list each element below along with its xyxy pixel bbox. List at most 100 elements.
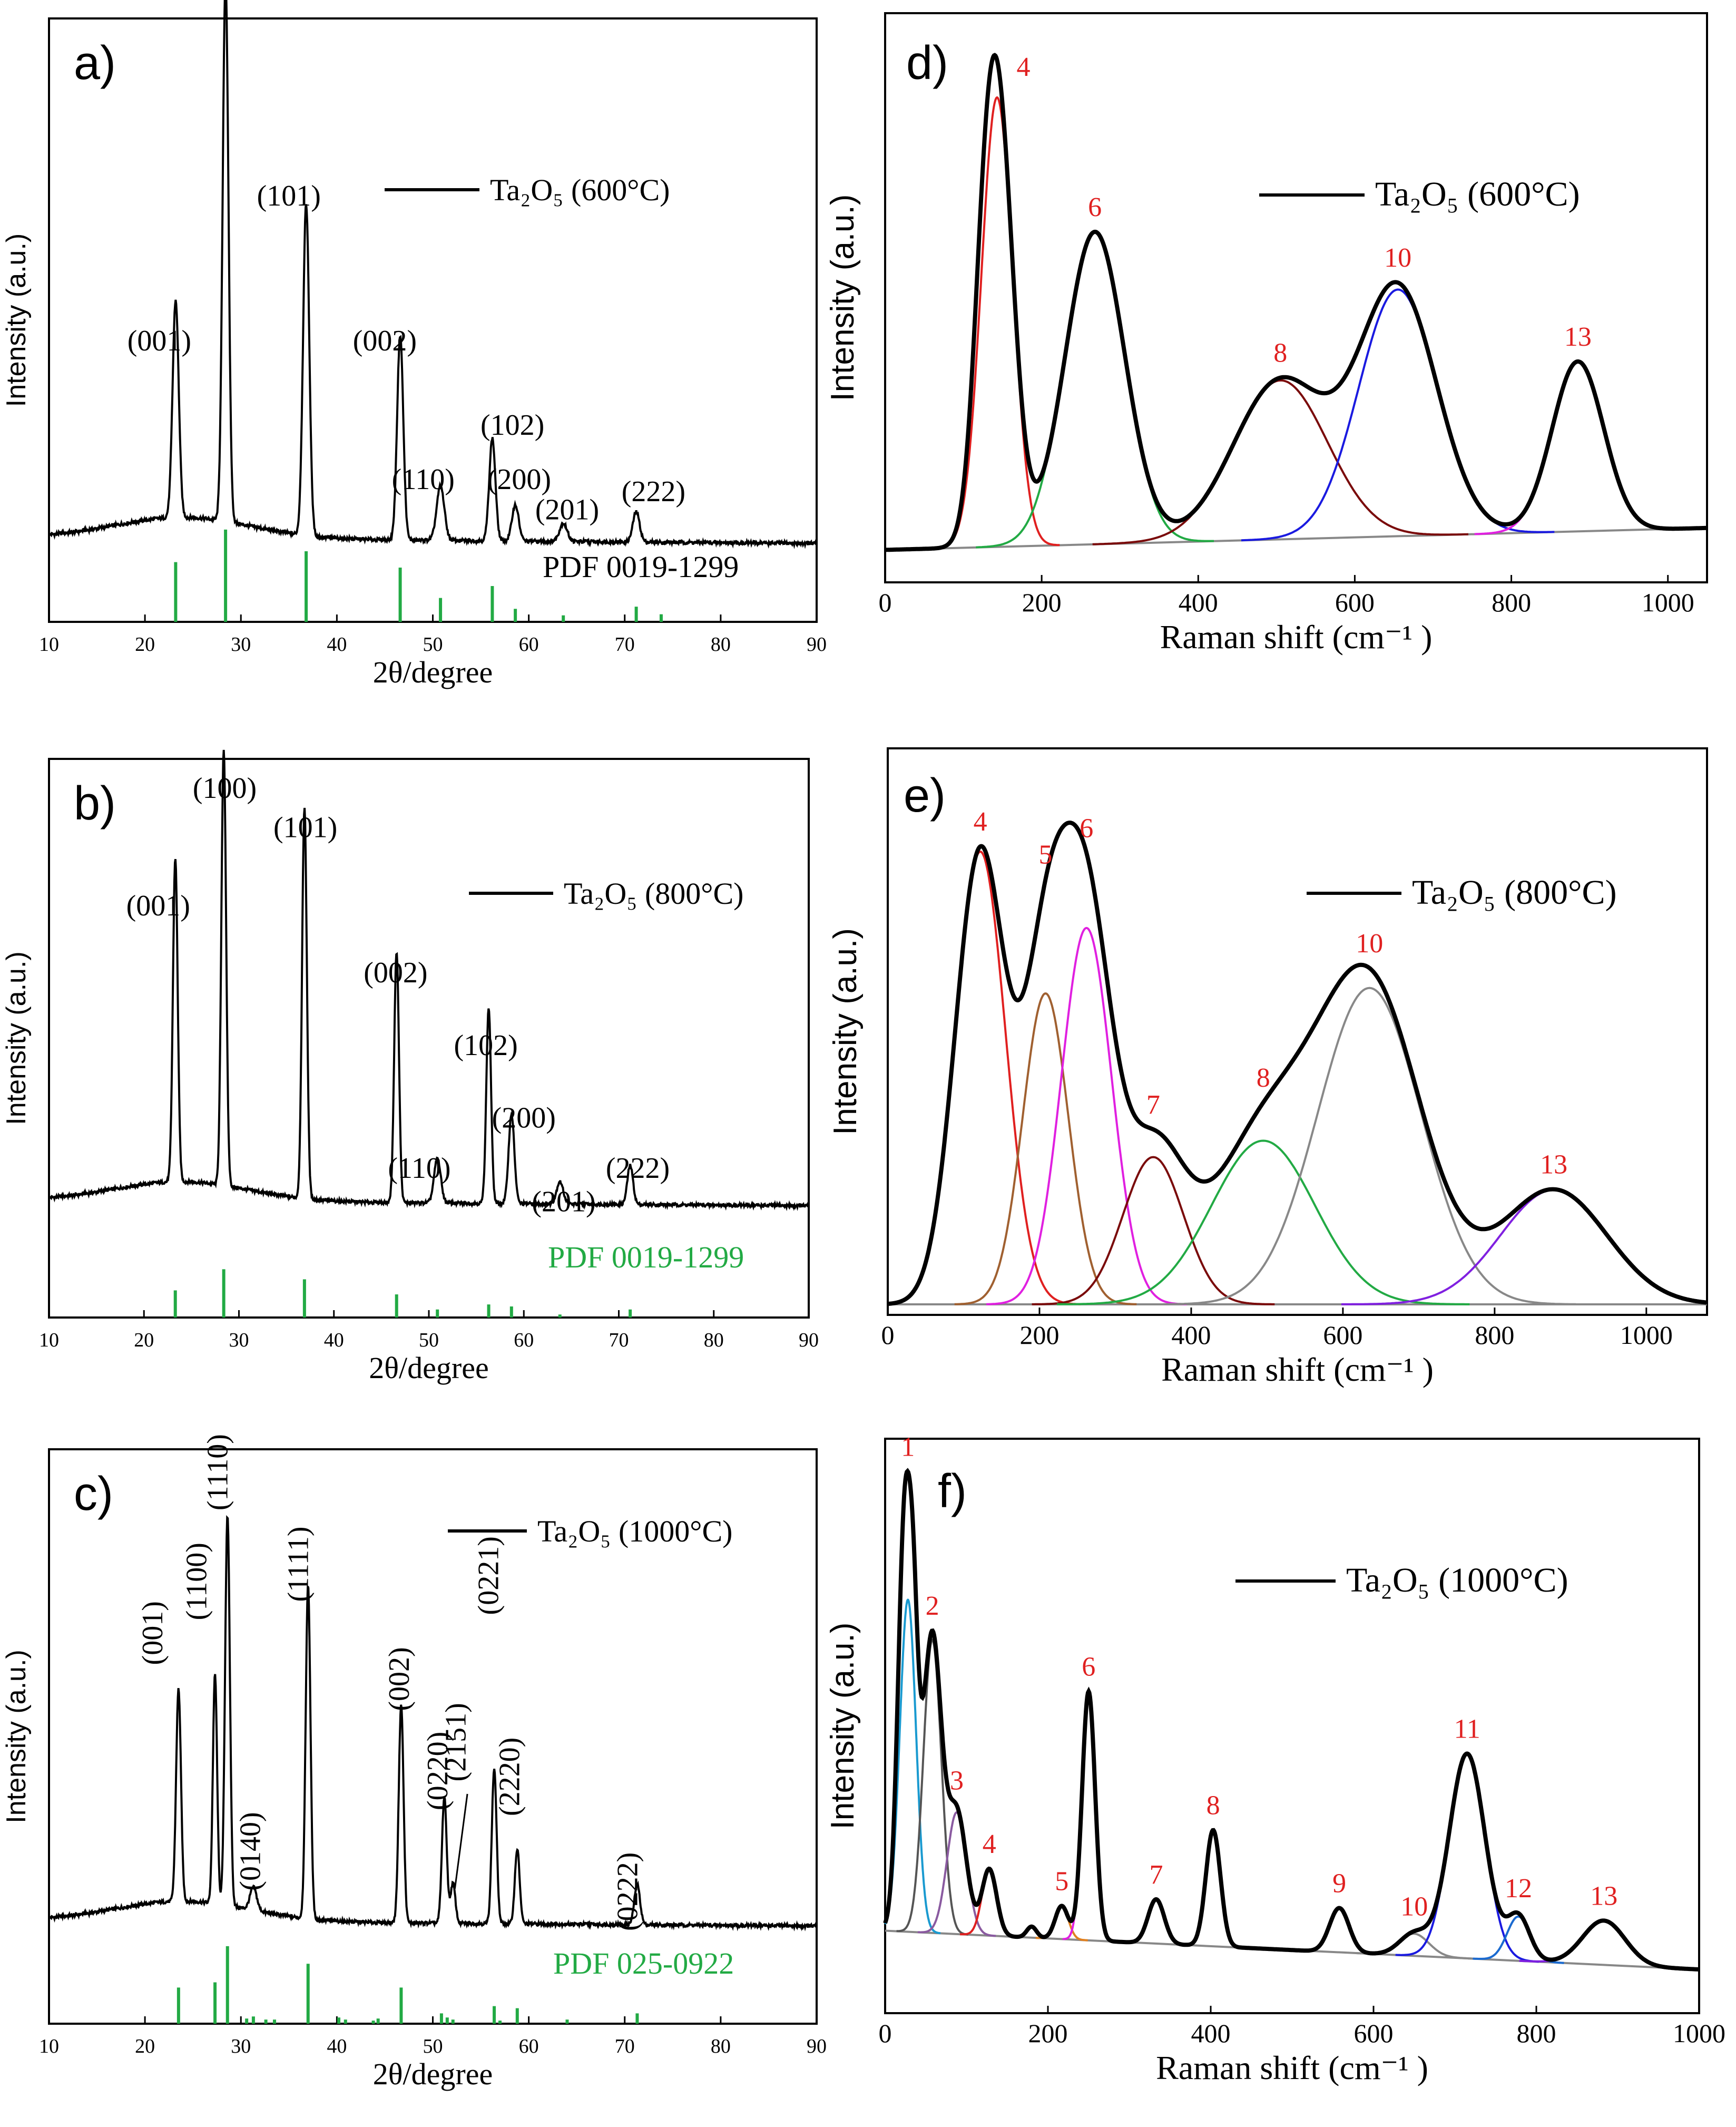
x-tick-label: 50: [423, 2035, 443, 2057]
peak-label: (102): [480, 409, 544, 442]
peak-label: (1110): [202, 1434, 234, 1510]
x-axis-title: Raman shift (cm⁻¹ ): [1160, 618, 1433, 656]
peak-label: (001): [126, 890, 190, 922]
x-tick-label: 800: [1475, 1320, 1514, 1350]
fit-component-10: [1241, 288, 1555, 542]
x-axis-title: 2θ/degree: [373, 655, 493, 689]
peak-label: (200): [492, 1102, 556, 1135]
component-label: 11: [1454, 1714, 1480, 1744]
peak-label: (002): [353, 325, 417, 357]
x-tick-label: 50: [423, 633, 443, 656]
x-tick-label: 600: [1323, 1320, 1362, 1350]
fit-component-7: [1032, 1156, 1275, 1305]
x-tick-label: 200: [1028, 2018, 1068, 2048]
component-label: 5: [1038, 840, 1052, 870]
panel-label: a): [74, 37, 116, 90]
component-label: 1: [901, 1432, 915, 1462]
y-axis-title: Intensity (a.u.): [1, 1650, 32, 1823]
x-tick-label: 40: [324, 1329, 344, 1351]
x-tick-label: 80: [711, 2035, 731, 2057]
x-tick-label: 70: [615, 633, 635, 656]
peak-label: (201): [532, 1186, 595, 1218]
x-tick-label: 30: [229, 1329, 249, 1351]
chart-panel-b: 10 20 30 40 50 60 70 80 90 2θ/degree Intensity (a.…: [1, 749, 819, 1385]
x-tick-label: 0: [881, 1320, 895, 1350]
component-label: 7: [1146, 1090, 1160, 1120]
peak-label: (101): [257, 180, 321, 212]
x-tick-label: 10: [39, 2035, 59, 2057]
component-label: 6: [1088, 192, 1102, 222]
peak-label: (001): [136, 1601, 169, 1665]
component-label: 6: [1080, 813, 1093, 843]
fit-component-5: [954, 992, 1137, 1305]
peak-label: (101): [273, 811, 337, 844]
xrd-pattern-line: [48, 0, 818, 549]
panel-label: b): [74, 777, 116, 830]
peak-label: (222): [622, 475, 685, 508]
component-label: 2: [926, 1591, 939, 1621]
label-leader-line: [454, 1793, 468, 1889]
fit-component-13: [1519, 1919, 1689, 1970]
peak-label: (201): [535, 493, 599, 526]
peak-label: (2220): [493, 1738, 526, 1816]
fit-component-8: [1092, 379, 1468, 545]
legend-label: Ta₂O₅ (1000°C): [1346, 1561, 1568, 1599]
component-label: 10: [1356, 929, 1383, 959]
plot-frame: [887, 747, 1708, 1316]
y-axis-title: Intensity (a.u.): [1, 233, 32, 407]
x-tick-label: 400: [1191, 2018, 1231, 2048]
fit-component-7: [1123, 1898, 1189, 1946]
x-tick-label: 0: [879, 2018, 892, 2048]
x-tick-label: 50: [419, 1329, 439, 1351]
x-tick-label: 60: [519, 633, 539, 656]
peak-label: (110): [392, 463, 455, 496]
peak-label: (002): [364, 957, 427, 989]
component-label: 12: [1505, 1874, 1532, 1904]
component-label: 10: [1384, 243, 1411, 273]
x-tick-label: 10: [39, 633, 59, 656]
x-axis-title: 2θ/degree: [373, 2057, 493, 2091]
x-tick-label: 600: [1335, 588, 1375, 617]
raman-envelope-line: [885, 53, 1707, 552]
legend-label: Ta₂O₅ (1000°C): [537, 1514, 732, 1548]
panel-label: c): [74, 1468, 113, 1520]
y-axis-title: Intensity (a.u.): [825, 194, 861, 402]
chart-panel-d: 0 200 400 600 800 1000 Raman shift (cm⁻¹ ) Inte…: [825, 12, 1708, 656]
fit-component-6: [986, 926, 1187, 1305]
chart-panel-a: 10 20 30 40 50 60 70 80 90 2θ/degree Intensity (a.…: [1, 0, 827, 689]
xrd-pattern-line: [48, 1515, 818, 1931]
fit-component-13: [1341, 1188, 1708, 1305]
peak-label: (1111): [282, 1526, 315, 1602]
chart-panel-f: 0 200 400 600 800 1000 Raman shift (cm⁻¹ ) Inte…: [825, 1432, 1725, 2086]
x-tick-label: 70: [609, 1329, 629, 1351]
component-label: 6: [1082, 1652, 1095, 1682]
reference-label: PDF 025-0922: [553, 1946, 734, 1980]
plot-frame: [884, 12, 1708, 583]
component-label: 9: [1332, 1869, 1346, 1899]
legend-label: Ta₂O₅ (800°C): [1412, 873, 1617, 912]
x-tick-label: 90: [807, 2035, 827, 2057]
fit-component-3: [917, 1811, 996, 1937]
xrd-pattern-line: [48, 749, 810, 1212]
x-tick-label: 10: [39, 1329, 59, 1351]
y-axis-title: Intensity (a.u.): [825, 1623, 861, 1830]
peak-label: (100): [193, 772, 257, 805]
x-tick-label: 90: [807, 633, 827, 656]
legend-label: Ta₂O₅ (600°C): [1375, 175, 1580, 213]
x-tick-label: 20: [134, 1329, 154, 1351]
x-axis-title: 2θ/degree: [369, 1351, 488, 1385]
x-tick-label: 800: [1517, 2018, 1556, 2048]
component-label: 8: [1257, 1063, 1270, 1093]
x-tick-label: 80: [704, 1329, 724, 1351]
x-tick-label: 20: [135, 633, 155, 656]
x-tick-label: 20: [135, 2035, 155, 2057]
fit-component-2: [896, 1638, 968, 1936]
x-axis-title: Raman shift (cm⁻¹ ): [1156, 2049, 1428, 2086]
peak-label: (2151): [439, 1703, 472, 1781]
component-label: 4: [1016, 52, 1030, 82]
x-tick-label: 400: [1179, 588, 1218, 617]
fit-component-8: [1057, 1139, 1470, 1305]
peak-label: (002): [383, 1647, 416, 1711]
x-tick-label: 400: [1171, 1320, 1211, 1350]
